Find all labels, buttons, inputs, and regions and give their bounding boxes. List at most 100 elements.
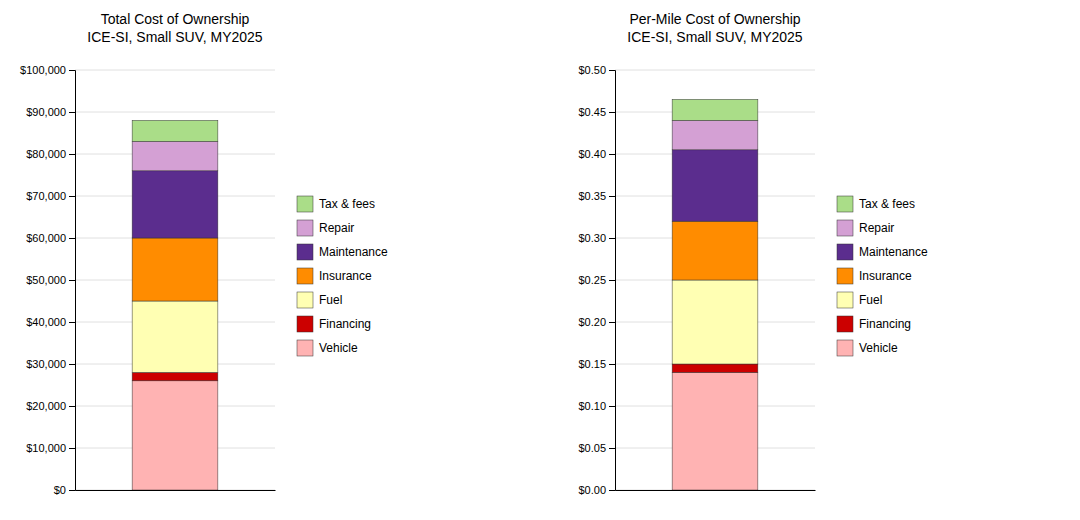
bar-segment xyxy=(132,372,218,380)
legend-item: Vehicle xyxy=(837,340,898,356)
legend-label: Maintenance xyxy=(319,245,388,259)
legend-label: Vehicle xyxy=(319,341,358,355)
panel: $0$10,000$20,000$30,000$40,000$50,000$60… xyxy=(20,11,388,496)
axis-domain xyxy=(76,490,276,491)
y-axis: $0$10,000$20,000$30,000$40,000$50,000$60… xyxy=(20,64,75,496)
legend-item: Fuel xyxy=(837,292,882,308)
legend-label: Repair xyxy=(859,221,894,235)
tick: $0.25 xyxy=(578,274,615,286)
legend-swatch xyxy=(837,220,853,236)
legend-item: Tax & fees xyxy=(297,196,375,212)
tick: $0.15 xyxy=(578,358,615,370)
legend-label: Insurance xyxy=(319,269,372,283)
legend-label: Tax & fees xyxy=(319,197,375,211)
tick-label: $30,000 xyxy=(26,358,66,370)
legend: Tax & fees Repair Maintenance Insurance Fuel… xyxy=(837,196,928,356)
bar-segment xyxy=(132,120,218,141)
tick: $0.20 xyxy=(578,316,615,328)
tick-mark xyxy=(69,448,75,449)
legend-swatch xyxy=(297,196,313,212)
tick: $0.30 xyxy=(578,232,615,244)
title-line: Per-Mile Cost of Ownership xyxy=(629,11,800,27)
legend-swatch xyxy=(837,340,853,356)
tick-mark xyxy=(609,448,615,449)
legend-label: Insurance xyxy=(859,269,912,283)
tick: $0.05 xyxy=(578,442,615,454)
tick-label: $90,000 xyxy=(26,106,66,118)
bar-segment xyxy=(132,141,218,170)
tick-mark xyxy=(609,364,615,365)
tick-label: $0.50 xyxy=(578,64,606,76)
bar-segment xyxy=(132,171,218,238)
series xyxy=(672,221,758,280)
bar-segment xyxy=(132,381,218,490)
tick-label: $0.30 xyxy=(578,232,606,244)
series xyxy=(132,301,218,372)
series xyxy=(672,120,758,149)
tick-label: $20,000 xyxy=(26,400,66,412)
tick: $10,000 xyxy=(26,442,75,454)
axis-domain xyxy=(69,71,76,491)
tick-label: $10,000 xyxy=(26,442,66,454)
legend-label: Tax & fees xyxy=(859,197,915,211)
tick-label: $40,000 xyxy=(26,316,66,328)
series xyxy=(672,280,758,364)
tick-label: $0.35 xyxy=(578,190,606,202)
panel: $0.00 $0.05 $0.10 $0.15 $0.20 $0.25 $0.30 $0.35… xyxy=(578,11,928,496)
tick-label: $0 xyxy=(54,484,66,496)
bar-segment xyxy=(672,150,758,221)
legend-swatch xyxy=(837,316,853,332)
legend-label: Vehicle xyxy=(859,341,898,355)
title-line: ICE-SI, Small SUV, MY2025 xyxy=(627,29,803,45)
tick-mark xyxy=(609,280,615,281)
tick-mark xyxy=(69,406,75,407)
series xyxy=(132,238,218,301)
tick: $0 xyxy=(54,484,75,496)
tick-mark xyxy=(69,112,75,113)
tick: $0.35 xyxy=(578,190,615,202)
legend-swatch xyxy=(297,268,313,284)
legend-item: Tax & fees xyxy=(837,196,915,212)
legend-item: Financing xyxy=(837,316,911,332)
tick-label: $50,000 xyxy=(26,274,66,286)
tick-mark xyxy=(609,322,615,323)
tick-mark xyxy=(69,154,75,155)
legend-swatch xyxy=(297,316,313,332)
tick: $30,000 xyxy=(26,358,75,370)
tick: $50,000 xyxy=(26,274,75,286)
grid-line xyxy=(615,70,815,71)
series xyxy=(132,372,218,380)
legend: Tax & feesRepairMaintenanceInsuranceFuel… xyxy=(297,196,388,356)
legend-item: Financing xyxy=(297,316,371,332)
legend-swatch xyxy=(297,220,313,236)
tick-mark xyxy=(609,490,615,491)
tick-label: $0.20 xyxy=(578,316,606,328)
title-line: Total Cost of Ownership xyxy=(101,11,250,27)
tick-label: $70,000 xyxy=(26,190,66,202)
bar-segment xyxy=(132,301,218,372)
tick-mark xyxy=(69,196,75,197)
bar-segment xyxy=(672,364,758,372)
tick-mark xyxy=(69,70,75,71)
tick-label: $0.00 xyxy=(578,484,606,496)
legend-label: Repair xyxy=(319,221,354,235)
tick-label: $0.40 xyxy=(578,148,606,160)
tick-mark xyxy=(609,406,615,407)
legend-swatch xyxy=(837,268,853,284)
bar-segment xyxy=(672,280,758,364)
tick-mark xyxy=(609,154,615,155)
tick: $0.10 xyxy=(578,400,615,412)
tick-mark xyxy=(609,196,615,197)
tick-label: $100,000 xyxy=(20,64,66,76)
series xyxy=(672,99,758,120)
tick-label: $0.05 xyxy=(578,442,606,454)
bar-segment xyxy=(672,99,758,120)
tick-mark xyxy=(69,364,75,365)
tick: $80,000 xyxy=(26,148,75,160)
axis-domain xyxy=(616,490,816,491)
legend-label: Maintenance xyxy=(859,245,928,259)
tick-mark xyxy=(609,70,615,71)
series xyxy=(132,381,218,490)
tick-label: $0.45 xyxy=(578,106,606,118)
legend-swatch xyxy=(297,340,313,356)
